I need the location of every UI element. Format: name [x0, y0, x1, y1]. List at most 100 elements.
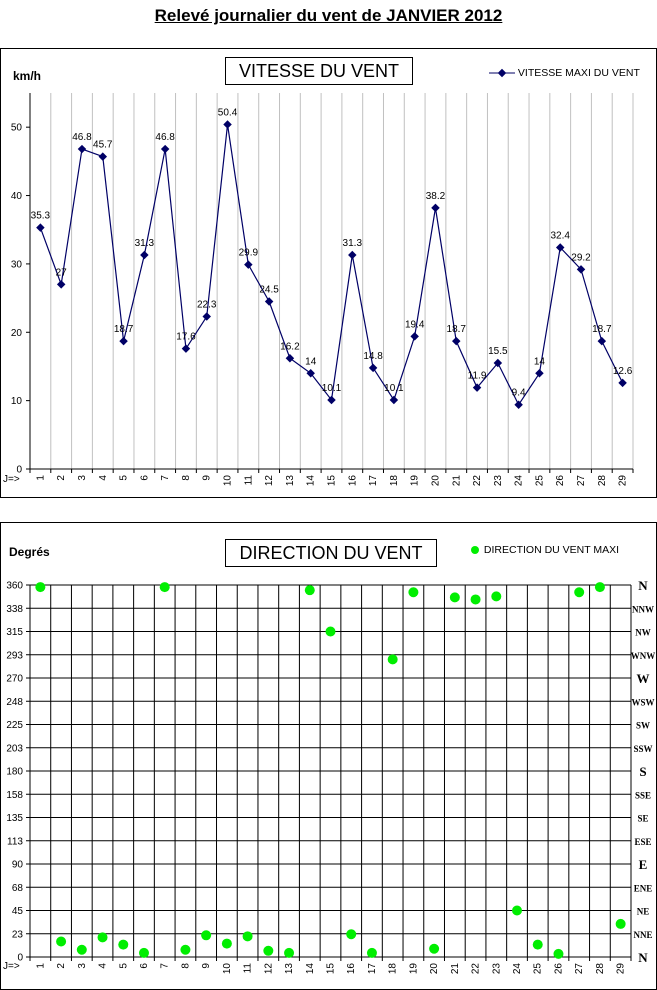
- direction-x-tick-label: 12: [263, 963, 274, 975]
- speed-x-tick-label: 16: [347, 475, 358, 487]
- speed-x-tick-label: 7: [160, 475, 171, 481]
- speed-data-point: [285, 354, 295, 363]
- speed-data-point: [514, 400, 523, 409]
- direction-y-tick-label: 135: [6, 813, 23, 824]
- direction-data-point: [304, 585, 315, 596]
- speed-x-tick-label: 25: [534, 475, 545, 487]
- speed-data-point: [618, 378, 627, 388]
- speed-y-tick-label: 50: [11, 123, 23, 134]
- speed-data-label: 15.5: [488, 346, 508, 357]
- direction-x-tick-label: 5: [118, 963, 129, 969]
- speed-x-axis-label: J=>: [3, 474, 20, 485]
- direction-x-tick-label: 4: [98, 963, 109, 969]
- speed-y-tick-label: 10: [11, 396, 23, 407]
- speed-data-label: 31.3: [135, 238, 155, 249]
- direction-data-point: [242, 931, 253, 942]
- direction-compass-label: W: [637, 671, 650, 686]
- speed-data-label: 29.2: [571, 252, 591, 263]
- speed-x-tick-label: 6: [139, 475, 150, 481]
- speed-x-tick-label: 28: [597, 475, 608, 487]
- direction-data-point: [97, 932, 108, 943]
- direction-x-tick-label: 23: [491, 963, 502, 975]
- direction-x-tick-label: 6: [139, 963, 150, 969]
- speed-data-point: [327, 395, 336, 405]
- direction-x-tick-label: 18: [388, 963, 399, 975]
- speed-data-label: 11.9: [468, 371, 487, 382]
- direction-y-tick-label: 68: [12, 883, 24, 894]
- direction-data-point: [159, 582, 170, 593]
- direction-data-point: [594, 582, 605, 593]
- speed-data-label: 50.4: [218, 107, 238, 118]
- direction-data-point: [35, 582, 46, 593]
- speed-data-point: [493, 358, 503, 368]
- direction-y-tick-label: 180: [6, 767, 23, 778]
- direction-data-point: [491, 591, 502, 602]
- speed-data-label: 9.4: [512, 388, 526, 399]
- speed-data-point: [119, 336, 128, 346]
- speed-chart-panel: VITESSE DU VENT km/h VITESSE MAXI DU VEN…: [0, 48, 657, 498]
- speed-data-label: 29.9: [239, 248, 259, 259]
- speed-data-label: 12.6: [613, 366, 633, 377]
- speed-y-unit: km/h: [13, 69, 42, 83]
- direction-compass-label: SE: [637, 814, 648, 824]
- direction-x-tick-label: 11: [243, 963, 254, 974]
- direction-data-point: [263, 945, 274, 956]
- speed-data-point: [368, 363, 378, 373]
- speed-data-label: 46.8: [155, 132, 175, 143]
- direction-x-tick-label: 8: [180, 963, 191, 969]
- speed-x-tick-label: 23: [493, 475, 504, 487]
- direction-compass-label: N: [638, 578, 648, 593]
- direction-y-tick-label: 90: [12, 860, 24, 871]
- direction-data-point: [429, 943, 440, 954]
- speed-x-tick-label: 4: [98, 475, 109, 481]
- direction-y-tick-label: 338: [6, 604, 23, 615]
- direction-data-point: [574, 587, 585, 598]
- speed-x-tick-label: 13: [285, 475, 296, 487]
- speed-y-tick-label: 30: [11, 259, 23, 270]
- direction-legend-marker: [471, 546, 479, 555]
- direction-compass-label: N: [638, 950, 648, 965]
- direction-x-tick-label: 16: [346, 963, 357, 975]
- speed-x-tick-label: 1: [35, 475, 46, 481]
- speed-legend: VITESSE MAXI DU VENT: [489, 67, 640, 79]
- direction-data-point: [180, 944, 191, 955]
- speed-data-point: [181, 344, 191, 353]
- direction-compass-label: ESE: [634, 837, 651, 847]
- speed-data-label: 45.7: [93, 140, 113, 151]
- speed-x-tick-label: 10: [223, 475, 234, 487]
- speed-y-tick-label: 40: [11, 191, 23, 202]
- direction-compass-label: NNE: [633, 930, 652, 940]
- speed-y-tick-label: 20: [11, 328, 23, 339]
- direction-x-tick-label: 29: [616, 963, 627, 975]
- direction-data-point: [56, 936, 67, 947]
- speed-chart-title: VITESSE DU VENT: [225, 57, 413, 85]
- direction-y-tick-label: 293: [6, 650, 23, 661]
- speed-x-tick-label: 27: [576, 475, 587, 487]
- direction-compass-label: E: [639, 857, 648, 872]
- direction-legend-label: DIRECTION DU VENT MAXI: [483, 544, 620, 556]
- direction-legend: DIRECTION DU VENT MAXI: [469, 544, 619, 556]
- direction-x-tick-label: 7: [160, 963, 171, 969]
- direction-y-tick-label: 248: [6, 697, 23, 708]
- speed-data-label: 32.4: [550, 231, 570, 242]
- speed-data-point: [264, 297, 274, 306]
- speed-data-point: [36, 223, 45, 232]
- speed-data-label: 18.7: [114, 324, 134, 335]
- direction-y-unit: Degrés: [9, 545, 50, 559]
- direction-x-tick-label: 25: [533, 963, 544, 975]
- speed-x-tick-label: 17: [368, 475, 379, 487]
- direction-data-point: [221, 938, 232, 949]
- speed-data-point: [140, 250, 149, 260]
- direction-x-tick-label: 20: [429, 963, 440, 975]
- speed-data-point: [410, 332, 419, 341]
- speed-x-tick-label: 3: [77, 475, 88, 481]
- direction-data-point: [387, 654, 398, 665]
- speed-data-label: 46.8: [72, 132, 92, 143]
- speed-data-point: [389, 395, 399, 405]
- speed-x-tick-label: 5: [119, 475, 130, 481]
- speed-legend-marker: [489, 68, 515, 78]
- speed-x-tick-label: 14: [306, 475, 317, 487]
- direction-x-tick-label: 19: [408, 963, 419, 975]
- speed-x-tick-label: 20: [430, 475, 441, 487]
